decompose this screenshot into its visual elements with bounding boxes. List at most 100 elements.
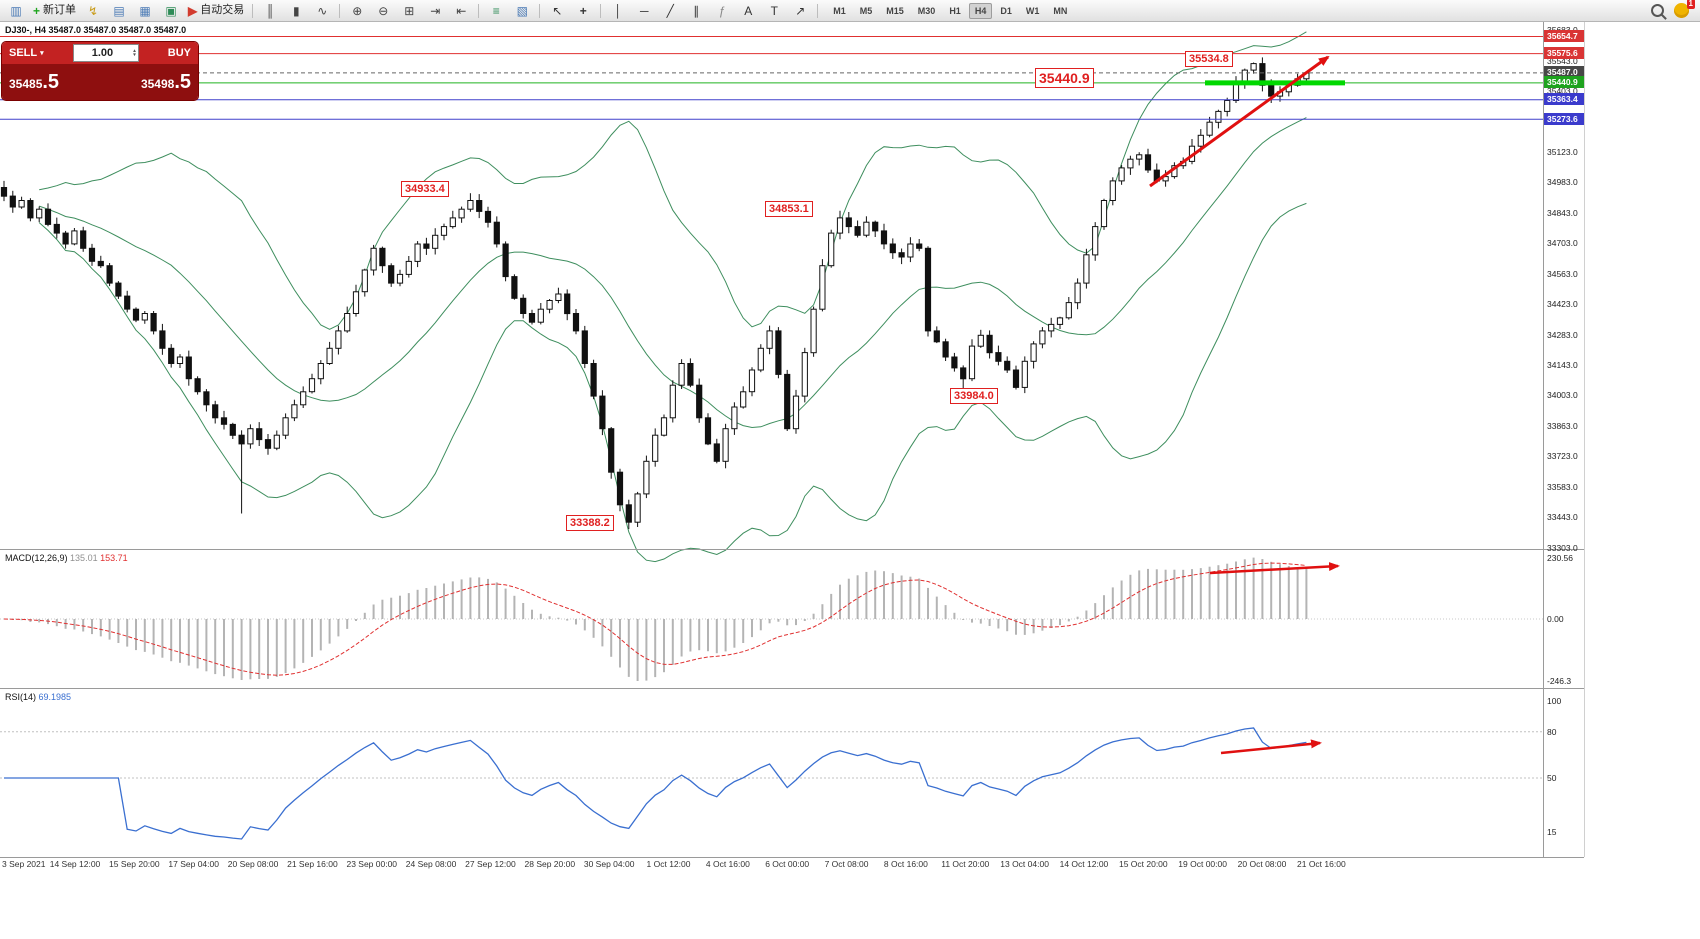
candlestick-type-icon[interactable]: ▮ <box>284 2 308 20</box>
candlestick <box>432 234 439 249</box>
sell-price-frac: .5 <box>42 70 60 93</box>
candlestick <box>1021 360 1028 388</box>
volume-input[interactable]: 1.00 ▴ ▾ <box>72 44 139 62</box>
rsi-scale-tick: 100 <box>1547 696 1562 706</box>
volume-value: 1.00 <box>91 47 114 59</box>
indicators-icon[interactable]: ≡ <box>484 2 508 20</box>
trend-arrow[interactable] <box>1209 561 1340 575</box>
time-label: 20 Oct 08:00 <box>1237 859 1287 869</box>
channel-icon: ∥ <box>693 3 700 18</box>
candlestick <box>986 334 993 354</box>
horizontal-line-icon[interactable]: ─ <box>632 2 656 20</box>
timeframe-w1[interactable]: W1 <box>1025 5 1040 16</box>
crosshair-icon[interactable]: + <box>571 2 595 20</box>
candlestick <box>97 260 104 267</box>
new-order-button[interactable]: + 新订单 <box>30 2 79 20</box>
timeframe-m15[interactable]: M15 <box>886 5 904 16</box>
price-tick: 33443.0 <box>1547 512 1578 523</box>
buy-button[interactable]: BUY <box>167 47 191 59</box>
price-annotation[interactable]: 34853.1 <box>765 201 813 217</box>
candlestick <box>291 404 298 419</box>
candlestick <box>933 330 940 343</box>
templates-icon[interactable]: ▧ <box>510 2 534 20</box>
candlestick <box>537 308 544 323</box>
timeframe-m5[interactable]: M5 <box>859 5 873 16</box>
rsi-value: 69.1985 <box>38 692 72 702</box>
zoom-out-icon[interactable]: ⊖ <box>371 2 395 20</box>
sell-button[interactable]: SELL <box>9 47 38 59</box>
charts-cycle-icon[interactable]: ↯ <box>81 2 105 20</box>
candlestick <box>1012 369 1020 388</box>
community-account-icon[interactable]: 1 <box>1674 0 1695 18</box>
fibonacci-icon[interactable]: ƒ <box>710 2 734 20</box>
new-order-button-label: 新订单 <box>43 4 77 16</box>
tile-windows-icon[interactable]: ⊞ <box>397 2 421 20</box>
price-annotation[interactable]: 34933.4 <box>401 181 449 197</box>
chart-shift-icon: ⇤ <box>456 3 467 18</box>
candlestick <box>467 200 474 210</box>
volume-stepper[interactable]: ▴ ▾ <box>133 48 136 58</box>
macd-indicator-label: MACD(12,26,9) 135.01 153.71 <box>5 553 128 563</box>
timeframe-d1[interactable]: D1 <box>1000 5 1012 16</box>
label-icon[interactable]: T <box>762 2 786 20</box>
candlestick <box>88 247 96 262</box>
chart-info-line: DJ30-, H4 35487.0 35487.0 35487.0 35487.… <box>5 25 187 35</box>
candlestick <box>880 230 888 245</box>
order-type-dropdown-icon[interactable]: ▾ <box>40 50 44 57</box>
bar-chart-type-icon[interactable]: ║ <box>258 2 282 20</box>
macd-name: MACD(12,26,9) <box>5 553 68 563</box>
line-chart-type-icon[interactable]: ∿ <box>310 2 334 20</box>
buy-price[interactable]: 35498.5 <box>141 71 191 94</box>
timeframe-mn[interactable]: MN <box>1053 5 1068 16</box>
new-chart-icon[interactable]: ▥ <box>4 2 28 20</box>
chart-shift-icon[interactable]: ⇤ <box>449 2 473 20</box>
trendline-icon[interactable]: ╱ <box>658 2 682 20</box>
price-tick: 34703.0 <box>1547 238 1578 249</box>
candlestick <box>53 223 60 234</box>
channel-icon[interactable]: ∥ <box>684 2 708 20</box>
text-icon[interactable]: A <box>736 2 760 20</box>
fibonacci-icon: ƒ <box>718 3 726 18</box>
candlestick <box>819 265 826 310</box>
cursor-icon[interactable]: ↖ <box>545 2 569 20</box>
trend-arrow[interactable] <box>1220 739 1322 755</box>
price-annotation[interactable]: 33388.2 <box>566 515 614 531</box>
search-icon[interactable] <box>1651 4 1664 17</box>
time-label: 7 Oct 08:00 <box>824 859 869 869</box>
candlestick <box>1030 343 1037 362</box>
auto-scroll-icon[interactable]: ⇥ <box>423 2 447 20</box>
zoom-in-icon[interactable]: ⊕ <box>345 2 369 20</box>
macd-scale-tick: 230.56 <box>1547 553 1573 563</box>
sell-price[interactable]: 35485.5 <box>9 71 59 94</box>
timeframe-h1[interactable]: H1 <box>949 5 961 16</box>
data-window-icon[interactable]: ▦ <box>133 2 157 20</box>
candlestick <box>273 434 280 449</box>
candlestick <box>1206 121 1213 136</box>
timeframe-h4[interactable]: H4 <box>968 2 993 19</box>
candlestick <box>511 276 518 299</box>
price-annotation[interactable]: 35534.8 <box>1185 51 1233 67</box>
horizontal-line-icon: ─ <box>639 3 649 18</box>
macd-signal-value: 153.71 <box>100 553 128 563</box>
timeframe-m1[interactable]: M1 <box>833 5 846 16</box>
autotrade-button[interactable]: ▶ 自动交易 <box>185 2 247 20</box>
candlestick <box>1232 82 1240 101</box>
timeframe-m30[interactable]: M30 <box>917 5 936 16</box>
candlestick <box>335 330 342 349</box>
candlestick <box>370 247 377 271</box>
candlestick <box>238 434 245 445</box>
price-annotation[interactable]: 33984.0 <box>950 388 998 404</box>
candlestick <box>458 208 465 219</box>
new-chart-icon: ▥ <box>10 3 22 18</box>
trend-arrow[interactable] <box>1149 55 1330 188</box>
price-annotation[interactable]: 35440.9 <box>1035 68 1094 88</box>
vertical-line-icon[interactable]: │ <box>606 2 630 20</box>
price-scale-badge: 35273.6 <box>1544 112 1584 125</box>
navigator-icon[interactable]: ▣ <box>159 2 183 20</box>
arrows-object-icon[interactable]: ↗ <box>788 2 812 20</box>
candlestick <box>44 208 52 225</box>
candlestick <box>203 391 210 406</box>
market-watch-icon[interactable]: ▤ <box>107 2 131 20</box>
candlestick <box>1083 254 1090 284</box>
